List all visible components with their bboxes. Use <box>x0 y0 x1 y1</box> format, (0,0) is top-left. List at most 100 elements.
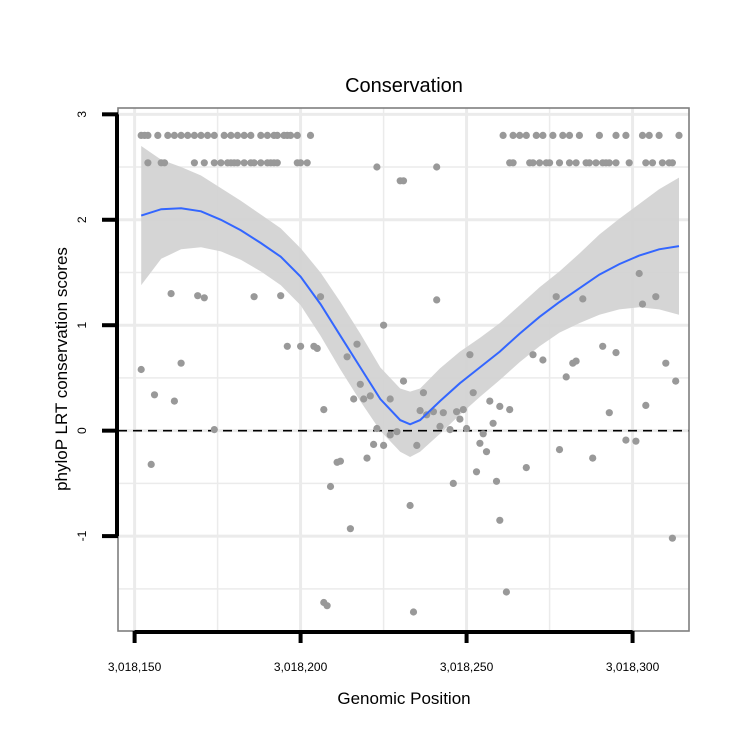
data-point <box>552 293 560 301</box>
smooth-curve <box>140 207 680 426</box>
data-point <box>144 131 152 139</box>
data-point <box>419 389 427 397</box>
data-point <box>589 454 597 462</box>
data-point <box>572 159 580 167</box>
data-point <box>287 131 295 139</box>
data-point <box>240 159 248 167</box>
data-point <box>250 293 258 301</box>
data-point <box>293 131 301 139</box>
data-point <box>555 446 564 454</box>
data-point <box>306 131 315 139</box>
y-tick-label: 1 <box>75 322 89 329</box>
data-point <box>399 377 408 385</box>
data-point <box>399 177 408 185</box>
data-point <box>210 426 218 434</box>
data-point <box>277 292 285 300</box>
data-point <box>363 454 371 462</box>
data-point <box>555 159 564 167</box>
data-point <box>257 159 265 167</box>
data-point <box>672 377 680 385</box>
data-point <box>668 159 677 167</box>
data-point <box>240 131 248 139</box>
data-point <box>496 516 504 524</box>
data-point <box>562 373 570 381</box>
data-point <box>170 131 178 139</box>
data-point <box>416 407 424 415</box>
data-point <box>273 131 281 139</box>
data-points <box>137 131 683 616</box>
data-point <box>635 269 643 278</box>
data-point <box>343 353 351 361</box>
data-point <box>433 163 441 171</box>
data-point <box>675 131 683 139</box>
data-point <box>220 131 228 139</box>
data-point <box>546 159 554 167</box>
data-point <box>575 131 584 139</box>
data-point <box>144 159 152 167</box>
y-axis: -1 0 1 2 3 <box>75 111 119 541</box>
data-point <box>154 131 162 139</box>
data-point <box>539 131 547 139</box>
data-point <box>645 131 653 139</box>
data-point <box>499 131 507 139</box>
data-point <box>204 131 212 139</box>
data-point <box>532 131 540 139</box>
data-point <box>380 441 388 449</box>
y-tick-label: -1 <box>75 530 89 541</box>
data-point <box>549 131 557 139</box>
data-point <box>370 440 378 448</box>
data-point <box>668 534 677 542</box>
data-point <box>386 431 394 439</box>
data-point <box>506 406 514 414</box>
data-point <box>662 359 670 367</box>
data-point <box>366 392 374 400</box>
data-point <box>463 424 471 433</box>
data-point <box>177 359 185 367</box>
data-point <box>605 409 613 417</box>
data-point <box>612 349 620 357</box>
data-point <box>273 159 281 167</box>
data-point <box>466 351 474 359</box>
data-point <box>482 448 491 456</box>
data-point <box>638 131 647 139</box>
data-point <box>579 295 587 303</box>
data-point <box>297 342 305 350</box>
data-point <box>439 409 447 417</box>
y-tick-label: 3 <box>75 111 89 118</box>
data-point <box>380 321 388 329</box>
confidence-band <box>141 146 679 457</box>
data-point <box>625 159 633 167</box>
data-point <box>137 365 145 374</box>
data-point <box>612 131 620 139</box>
data-point <box>472 468 481 476</box>
data-point <box>170 397 178 405</box>
data-point <box>446 426 454 434</box>
data-point <box>592 159 600 167</box>
data-point <box>642 401 650 409</box>
data-point <box>316 293 325 301</box>
data-point <box>297 159 305 167</box>
data-point <box>210 131 218 139</box>
data-point <box>346 525 354 533</box>
data-point <box>595 131 604 139</box>
smooth-line <box>140 207 680 426</box>
data-point <box>323 602 331 610</box>
confidence-band-area <box>141 146 679 457</box>
data-point <box>210 159 218 167</box>
data-point <box>479 430 487 438</box>
data-point <box>147 460 155 468</box>
data-point <box>406 501 414 510</box>
data-point <box>516 131 524 139</box>
data-point <box>536 159 544 167</box>
data-point <box>638 300 647 308</box>
y-axis-label: phyloP LRT conservation scores <box>52 247 71 491</box>
data-point <box>522 131 530 139</box>
data-point <box>565 159 574 167</box>
data-point <box>456 415 464 423</box>
data-point <box>449 479 457 487</box>
x-tick-label: 3,018,300 <box>606 660 660 674</box>
x-tick-label: 3,018,200 <box>274 660 328 674</box>
data-point <box>356 380 364 388</box>
data-point <box>522 464 530 472</box>
data-point <box>565 131 574 139</box>
